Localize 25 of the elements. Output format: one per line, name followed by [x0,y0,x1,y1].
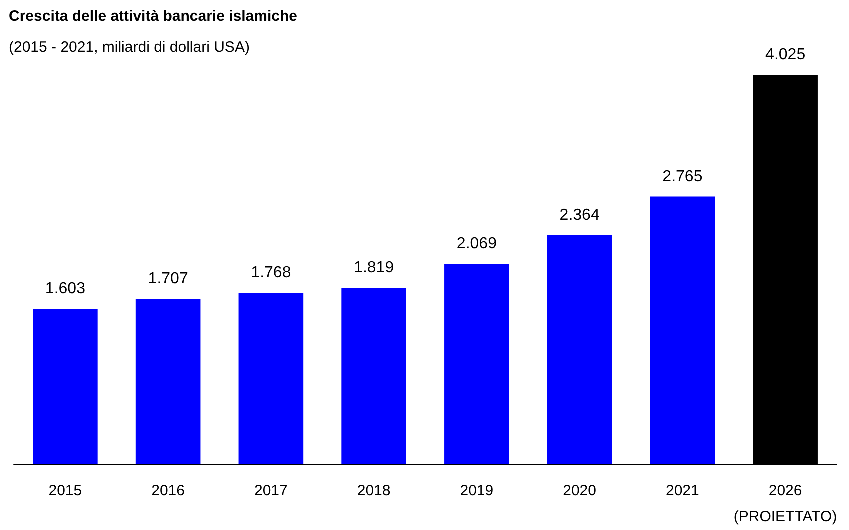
bar [33,309,98,464]
data-label: 1.603 [45,280,86,298]
x-tick-label: 2017 [254,482,288,500]
data-label: 1.707 [148,270,188,288]
data-label: 1.819 [354,260,394,277]
bar [547,236,612,464]
data-label: 1.768 [251,264,292,282]
chart-subtitle: (2015 - 2021, miliardi di dollari USA) [9,39,250,56]
bar [342,288,406,464]
bar [444,264,510,464]
x-tick-label: 2018 [357,482,391,500]
data-label: 2.765 [662,168,703,186]
chart-title: Crescita delle attività bancarie islamiche [9,8,298,25]
data-label: 2.364 [560,207,600,224]
data-label: 2.069 [456,236,498,253]
x-tick-label: 2021 [666,482,700,500]
x-tick-label: 2019 [460,482,494,500]
x-tick-label: 2026 (PROIETTATO) [734,482,838,526]
x-tick-label: 2020 [563,482,596,500]
bar [136,299,201,464]
bar [650,196,716,464]
x-tick-label: 2016 [152,482,185,500]
x-tick-label: 2015 [48,482,82,500]
data-label: 4.025 [766,46,806,64]
bar [238,293,304,464]
